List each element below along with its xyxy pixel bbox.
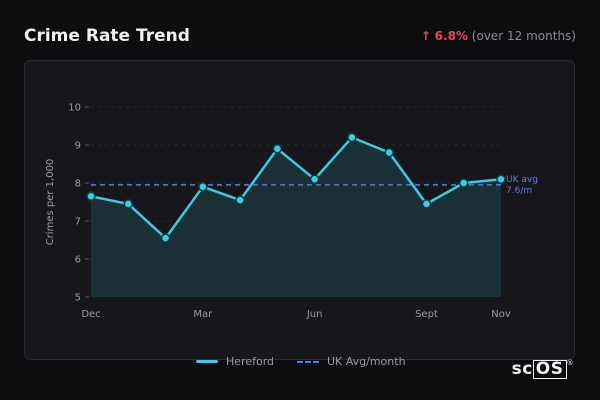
brand-reg: ® — [566, 359, 574, 367]
data-point — [458, 178, 469, 188]
series-area-hereford — [91, 137, 501, 297]
series-line-hereford — [90, 136, 502, 240]
change-percent: 6.8% — [434, 29, 468, 43]
y-tick-label: 7 — [75, 217, 81, 228]
uk-avg-label: UK avg — [506, 175, 538, 185]
legend-line-swatch — [196, 360, 218, 363]
data-point — [309, 174, 320, 184]
legend-item-hereford[interactable]: Hereford — [196, 355, 274, 368]
legend-label-hereford: Hereford — [226, 355, 275, 368]
x-tick-label: Nov — [491, 309, 511, 320]
brand-boxed: OS — [532, 360, 567, 379]
legend-label-uk-avg: UK Avg/month — [327, 355, 406, 368]
data-point — [86, 191, 96, 202]
data-point — [235, 195, 245, 205]
change-note: (over 12 months) — [471, 29, 576, 43]
data-point — [421, 199, 432, 209]
y-axis-label: Crimes per 1,000 — [45, 159, 56, 246]
legend-dash-swatch — [297, 360, 319, 363]
x-tick-label: Sept — [415, 309, 438, 320]
data-point — [347, 132, 357, 143]
data-point — [123, 199, 134, 209]
data-point — [272, 144, 283, 154]
x-tick-label: Mar — [193, 309, 213, 320]
data-point — [198, 182, 208, 192]
x-tick-label: Jun — [306, 309, 323, 320]
up-arrow-icon: ↑ — [420, 29, 431, 43]
data-point — [496, 174, 506, 184]
y-tick-label: 9 — [75, 141, 81, 152]
y-tick-label: 6 — [75, 255, 81, 266]
legend-item-uk-avg[interactable]: UK Avg/month — [297, 355, 406, 368]
y-tick-label: 5 — [75, 293, 81, 304]
change-indicator: ↑ 6.8% (over 12 months) — [421, 29, 576, 43]
chart-title: Crime Rate Trend — [24, 26, 190, 46]
y-tick-label: 8 — [75, 179, 81, 190]
x-tick-label: Dec — [81, 309, 100, 320]
uk-avg-value-label: 7.6/m — [506, 186, 532, 196]
data-point — [160, 233, 171, 243]
legend: Hereford UK Avg/month — [0, 355, 600, 369]
y-tick-label: 10 — [68, 103, 81, 114]
brand-logo: sc OS ® — [512, 359, 574, 379]
data-point — [384, 147, 394, 158]
brand-prefix: sc — [511, 359, 533, 379]
